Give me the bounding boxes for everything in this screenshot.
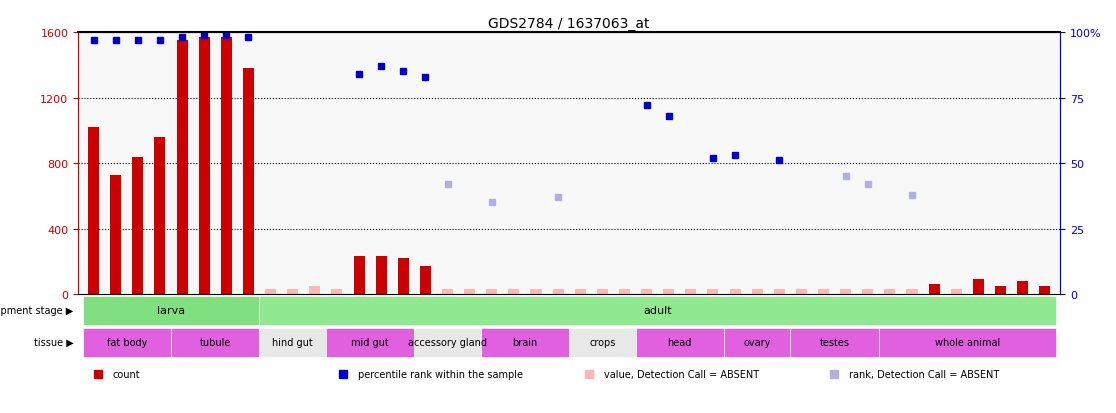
- Text: accessory gland: accessory gland: [408, 337, 487, 347]
- Text: tubule: tubule: [200, 337, 231, 347]
- Bar: [354, 257, 365, 294]
- Bar: [796, 290, 807, 294]
- Bar: [863, 290, 874, 294]
- Bar: [199, 38, 210, 294]
- FancyBboxPatch shape: [260, 296, 1056, 325]
- Bar: [663, 290, 674, 294]
- FancyBboxPatch shape: [724, 328, 790, 357]
- Bar: [154, 138, 165, 294]
- Text: rank, Detection Call = ABSENT: rank, Detection Call = ABSENT: [849, 370, 999, 380]
- Bar: [176, 41, 187, 294]
- FancyBboxPatch shape: [326, 328, 414, 357]
- Bar: [110, 175, 122, 294]
- Bar: [552, 290, 564, 294]
- Text: development stage ▶: development stage ▶: [0, 305, 74, 316]
- Title: GDS2784 / 1637063_at: GDS2784 / 1637063_at: [489, 17, 650, 31]
- Bar: [708, 290, 719, 294]
- Bar: [287, 290, 298, 294]
- Text: adult: adult: [643, 305, 672, 316]
- FancyBboxPatch shape: [790, 328, 878, 357]
- Bar: [973, 280, 984, 294]
- Bar: [508, 290, 519, 294]
- FancyBboxPatch shape: [569, 328, 635, 357]
- Text: larva: larva: [157, 305, 185, 316]
- Bar: [264, 290, 276, 294]
- Bar: [376, 257, 386, 294]
- Bar: [1039, 286, 1050, 294]
- Bar: [133, 157, 143, 294]
- Bar: [1017, 281, 1028, 294]
- Bar: [951, 290, 962, 294]
- FancyBboxPatch shape: [878, 328, 1056, 357]
- Text: mid gut: mid gut: [352, 337, 389, 347]
- Bar: [619, 290, 631, 294]
- Bar: [221, 38, 232, 294]
- Text: tissue ▶: tissue ▶: [33, 337, 74, 347]
- Text: whole animal: whole animal: [935, 337, 1000, 347]
- Bar: [730, 290, 741, 294]
- Text: hind gut: hind gut: [272, 337, 314, 347]
- Bar: [995, 286, 1006, 294]
- Bar: [243, 69, 254, 294]
- Bar: [641, 290, 652, 294]
- Text: ovary: ovary: [743, 337, 771, 347]
- Bar: [575, 290, 586, 294]
- Text: head: head: [667, 337, 692, 347]
- Bar: [597, 290, 608, 294]
- Text: value, Detection Call = ABSENT: value, Detection Call = ABSENT: [604, 370, 759, 380]
- Bar: [906, 290, 917, 294]
- Text: brain: brain: [512, 337, 538, 347]
- Bar: [88, 128, 99, 294]
- Bar: [530, 290, 541, 294]
- Bar: [685, 290, 696, 294]
- Bar: [420, 267, 431, 294]
- Bar: [929, 285, 940, 294]
- FancyBboxPatch shape: [635, 328, 724, 357]
- Bar: [487, 290, 498, 294]
- FancyBboxPatch shape: [481, 328, 569, 357]
- FancyBboxPatch shape: [171, 328, 260, 357]
- Bar: [884, 290, 895, 294]
- FancyBboxPatch shape: [83, 328, 171, 357]
- Text: count: count: [113, 370, 141, 380]
- Bar: [309, 286, 320, 294]
- Text: crops: crops: [589, 337, 616, 347]
- Bar: [397, 259, 408, 294]
- Text: fat body: fat body: [107, 337, 147, 347]
- Text: percentile rank within the sample: percentile rank within the sample: [358, 370, 523, 380]
- FancyBboxPatch shape: [260, 328, 326, 357]
- Bar: [840, 290, 852, 294]
- FancyBboxPatch shape: [83, 296, 260, 325]
- Bar: [752, 290, 762, 294]
- Bar: [464, 290, 475, 294]
- Bar: [818, 290, 829, 294]
- Bar: [331, 290, 343, 294]
- FancyBboxPatch shape: [414, 328, 481, 357]
- Bar: [442, 290, 453, 294]
- Bar: [773, 290, 785, 294]
- Text: testes: testes: [819, 337, 849, 347]
